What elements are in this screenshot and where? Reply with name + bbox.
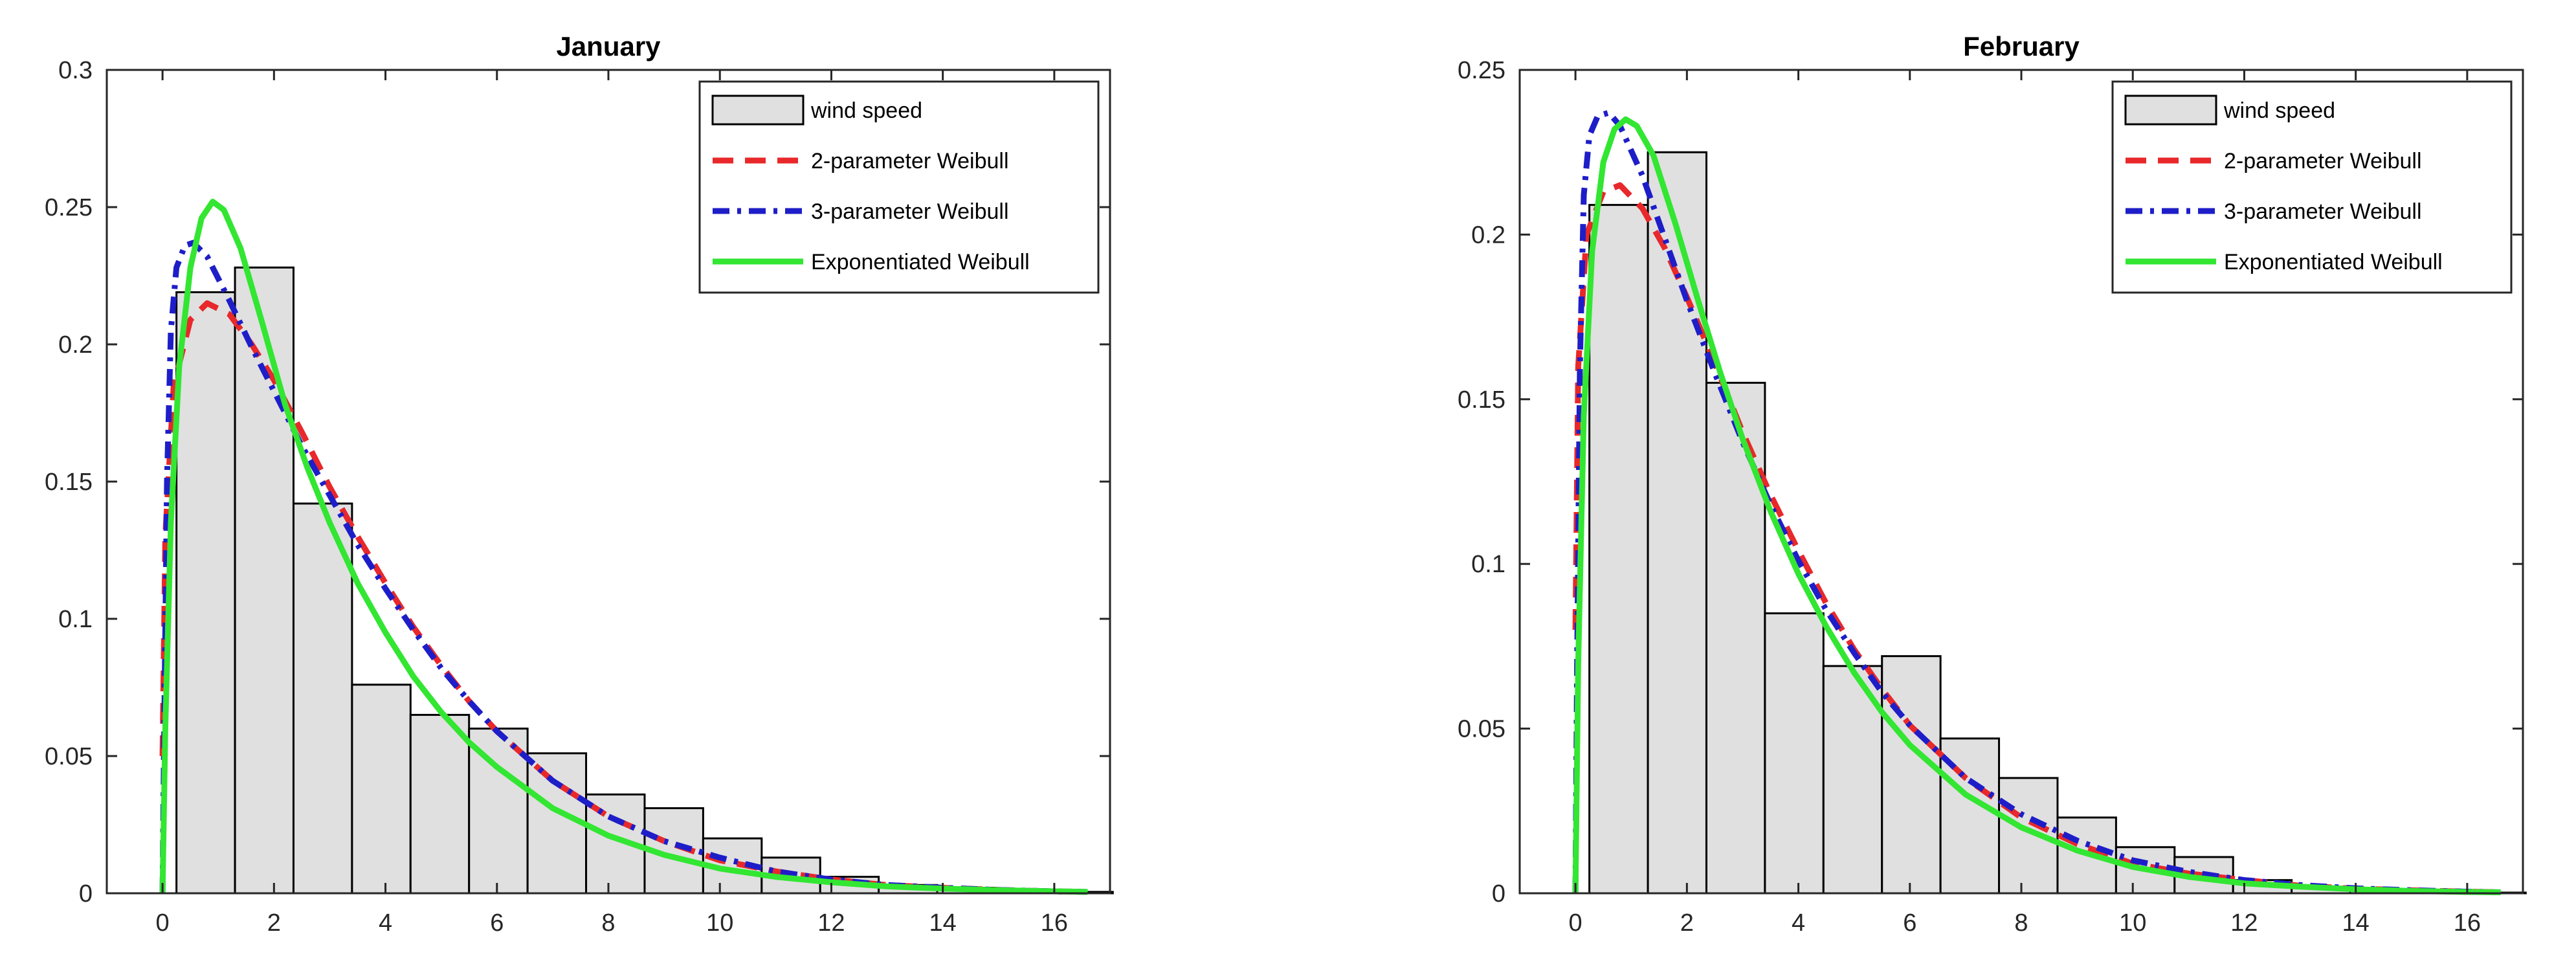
y-tick-label: 0.3 <box>58 57 93 84</box>
series-line <box>1572 116 2501 895</box>
histogram-bar <box>175 291 236 895</box>
x-tick-label: 12 <box>817 909 845 937</box>
x-tick-label: 12 <box>2230 909 2258 937</box>
y-tick-label: 0.2 <box>58 331 93 359</box>
y-tick-label: 0.15 <box>1458 386 1505 414</box>
legend-label: wind speed <box>2223 98 2335 123</box>
chart-title: January <box>556 31 661 61</box>
tick-marks: 0 2 4 6 8 10 12 14 16 0 0.05 0.1 0.15 0.2 0.25 <box>1458 57 2523 937</box>
x-tick-label: 8 <box>601 909 615 937</box>
histogram-bar <box>1764 612 1825 895</box>
y-tick-label: 0.05 <box>1458 716 1505 743</box>
legend-label: Exponentiated Weibull <box>811 250 1030 274</box>
x-tick-label: 16 <box>1041 909 1068 937</box>
series-line <box>1572 109 2501 895</box>
histogram-bar <box>1705 381 1766 895</box>
tick-marks: 0 2 4 6 8 10 12 14 16 0 0.05 0.1 0.15 0.2 0.25 0.3 <box>45 57 1110 937</box>
legend: wind speed 2-parameter Weibull 3-parameter… <box>698 80 1100 294</box>
x-tick-label: 4 <box>1792 909 1805 937</box>
y-tick-label: 0.1 <box>1471 551 1505 578</box>
legend: wind speed 2-parameter Weibull 3-parameter… <box>2111 80 2513 294</box>
y-tick-label: 0.1 <box>58 606 93 633</box>
fitted-curves <box>159 199 1088 895</box>
x-tick-label: 6 <box>490 909 504 937</box>
legend-label: 3-parameter Weibull <box>2224 199 2422 224</box>
x-tick-label: 14 <box>929 909 957 937</box>
legend-label: Exponentiated Weibull <box>2224 250 2443 274</box>
x-tick-label: 10 <box>706 909 733 937</box>
x-tick-label: 0 <box>1569 909 1582 937</box>
x-tick-label: 6 <box>1903 909 1916 937</box>
histogram-bar <box>1647 151 1707 895</box>
x-tick-label: 4 <box>379 909 392 937</box>
y-tick-label: 0 <box>1492 880 1505 908</box>
y-tick-label: 0.05 <box>45 743 93 770</box>
histogram-bar <box>292 502 353 895</box>
y-tick-label: 0.15 <box>45 469 93 496</box>
legend-swatch <box>2124 95 2217 126</box>
x-tick-label: 16 <box>2454 909 2481 937</box>
x-tick-label: 14 <box>2342 909 2370 937</box>
y-tick-label: 0 <box>79 880 93 908</box>
histogram-bars <box>175 266 1114 895</box>
legend-label: 2-parameter Weibull <box>2224 149 2422 173</box>
x-tick-label: 2 <box>267 909 281 937</box>
legend-label: 3-parameter Weibull <box>811 199 1009 224</box>
x-tick-label: 0 <box>156 909 170 937</box>
legend-label: wind speed <box>810 98 922 123</box>
histogram-bar <box>1881 655 1942 895</box>
histogram-bar <box>1588 204 1649 895</box>
series-line <box>159 199 1088 895</box>
x-tick-label: 8 <box>2014 909 2028 937</box>
legend-swatch <box>711 95 805 126</box>
chart-title: February <box>1963 31 2080 61</box>
legend-box <box>698 80 1100 294</box>
fitted-curves <box>1572 109 2501 895</box>
y-tick-label: 0.25 <box>45 194 93 221</box>
x-tick-label: 10 <box>2119 909 2146 937</box>
y-tick-label: 0.2 <box>1471 221 1505 249</box>
chart-panel-february: 0 2 4 6 8 10 12 14 16 0 0.05 0.1 0.15 0.2 0.25 wind sp… <box>1458 31 2527 937</box>
histogram-bar <box>351 684 412 895</box>
y-tick-label: 0.25 <box>1458 57 1505 84</box>
histogram-bar <box>234 266 294 895</box>
x-tick-label: 2 <box>1680 909 1694 937</box>
legend-label: 2-parameter Weibull <box>811 149 1009 173</box>
histogram-bar <box>409 713 471 895</box>
chart-panel-january: 0 2 4 6 8 10 12 14 16 0 0.05 0.1 0.15 0.2 0.25 0.3 wind… <box>45 31 1114 937</box>
